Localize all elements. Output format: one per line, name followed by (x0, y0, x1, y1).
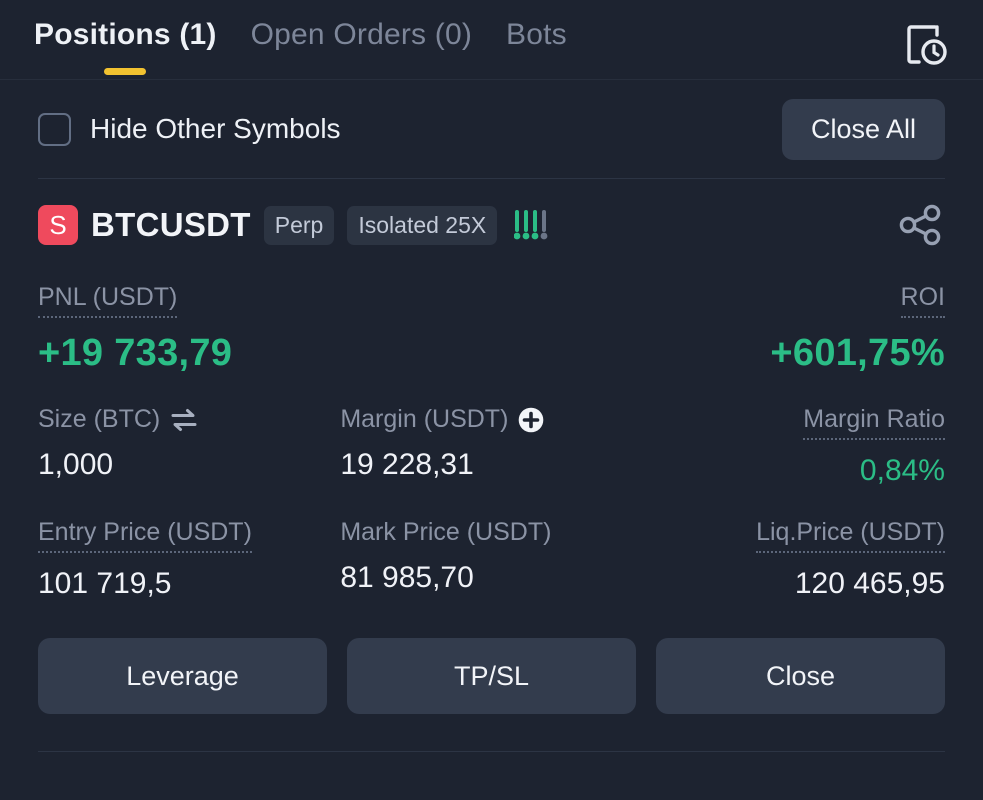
mark-price-value: 81 985,70 (340, 561, 474, 594)
entry-price-value: 101 719,5 (38, 567, 172, 600)
position-card: S BTCUSDT Perp Isolated 25X (0, 179, 983, 714)
size-margin-row: Size (BTC) 1,000 Margin (USDT) (38, 405, 945, 488)
margin-ratio-cell: Margin Ratio 0,84% (643, 405, 945, 488)
leverage-button[interactable]: Leverage (38, 638, 327, 714)
tab-list: Positions (1) Open Orders (0) Bots (34, 18, 567, 75)
position-side-badge: S (38, 205, 78, 245)
pnl-value: +19 733,79 (38, 332, 233, 374)
size-label: Size (BTC) (38, 405, 199, 434)
roi-cell: ROI +601,75% (643, 283, 945, 375)
add-margin-icon[interactable] (517, 406, 545, 434)
entry-price-cell: Entry Price (USDT) 101 719,5 (38, 518, 340, 601)
close-position-button[interactable]: Close (656, 638, 945, 714)
order-history-icon[interactable] (899, 18, 953, 72)
margin-label-text: Margin (USDT) (340, 405, 509, 433)
pnl-label[interactable]: PNL (USDT) (38, 283, 178, 318)
margin-label: Margin (USDT) (340, 405, 545, 434)
close-all-button[interactable]: Close All (781, 98, 945, 160)
margin-cell: Margin (USDT) 19 228,31 (340, 405, 642, 482)
position-symbol-row: S BTCUSDT Perp Isolated 25X (38, 179, 945, 271)
size-value: 1,000 (38, 448, 114, 481)
position-actions: Leverage TP/SL Close (38, 638, 945, 714)
margin-ratio-label[interactable]: Margin Ratio (803, 405, 945, 440)
margin-mode-chip[interactable]: Isolated 25X (347, 205, 498, 245)
margin-ratio-value: 0,84% (859, 454, 945, 487)
swap-icon[interactable] (169, 407, 199, 433)
margin-value: 19 228,31 (340, 448, 474, 481)
share-icon[interactable] (895, 202, 945, 248)
pnl-roi-row: PNL (USDT) +19 733,79 ROI +601,75% (38, 283, 945, 375)
size-cell: Size (BTC) 1,000 (38, 405, 340, 482)
hide-other-symbols-label: Hide Other Symbols (90, 113, 341, 144)
price-row: Entry Price (USDT) 101 719,5 Mark Price … (38, 518, 945, 601)
pnl-cell: PNL (USDT) +19 733,79 (38, 283, 643, 375)
tab-positions-label: Positions (1) (34, 18, 217, 51)
risk-level-indicator (514, 208, 550, 242)
tab-active-underline (104, 68, 147, 75)
tab-open-orders[interactable]: Open Orders (0) (251, 18, 472, 72)
liq-price-label[interactable]: Liq.Price (USDT) (756, 518, 945, 553)
mark-price-cell: Mark Price (USDT) 81 985,70 (340, 518, 642, 595)
tab-bots[interactable]: Bots (506, 18, 567, 72)
contract-type-chip: Perp (263, 205, 335, 245)
position-symbol[interactable]: BTCUSDT (91, 206, 251, 243)
tpsl-button[interactable]: TP/SL (347, 638, 636, 714)
mark-price-label: Mark Price (USDT) (340, 518, 552, 546)
list-controls: Hide Other Symbols Close All (0, 80, 983, 178)
roi-label[interactable]: ROI (900, 283, 945, 318)
size-label-text: Size (BTC) (38, 405, 161, 433)
tab-positions[interactable]: Positions (1) (34, 18, 217, 75)
liq-price-value: 120 465,95 (794, 567, 945, 600)
tab-bar: Positions (1) Open Orders (0) Bots (0, 0, 983, 80)
card-bottom-divider (38, 751, 945, 752)
controls-divider (38, 178, 945, 179)
roi-value: +601,75% (770, 332, 945, 374)
hide-other-symbols-checkbox[interactable] (38, 112, 71, 146)
liq-price-cell: Liq.Price (USDT) 120 465,95 (643, 518, 945, 601)
tab-open-orders-label: Open Orders (0) (250, 18, 473, 51)
hide-other-symbols-toggle[interactable]: Hide Other Symbols (38, 112, 341, 146)
tab-bots-label: Bots (506, 18, 567, 51)
entry-price-label[interactable]: Entry Price (USDT) (38, 518, 252, 553)
